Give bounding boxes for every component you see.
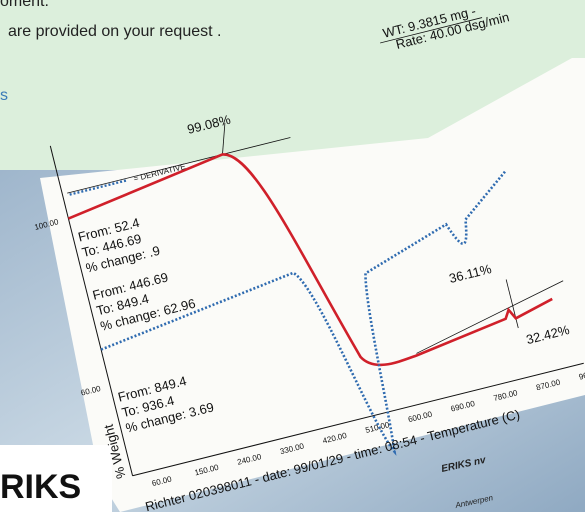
marker xyxy=(505,279,519,329)
weight-curve xyxy=(67,153,553,367)
chart-paper xyxy=(40,58,585,512)
bg-text: oment. xyxy=(0,0,49,10)
tangent xyxy=(67,137,291,194)
leader xyxy=(380,17,483,44)
bg-text: are provided on your request . xyxy=(8,23,221,40)
x-axis xyxy=(132,362,584,477)
legend-swatch xyxy=(69,179,127,196)
leader xyxy=(222,122,226,155)
logo-card xyxy=(0,445,112,512)
tangent xyxy=(416,280,564,354)
logo: RIKS xyxy=(0,468,81,506)
x-label: 960.00 xyxy=(578,367,585,382)
derivative-curve xyxy=(100,170,507,456)
y-axis xyxy=(49,145,134,476)
bg-text: s xyxy=(0,87,8,104)
